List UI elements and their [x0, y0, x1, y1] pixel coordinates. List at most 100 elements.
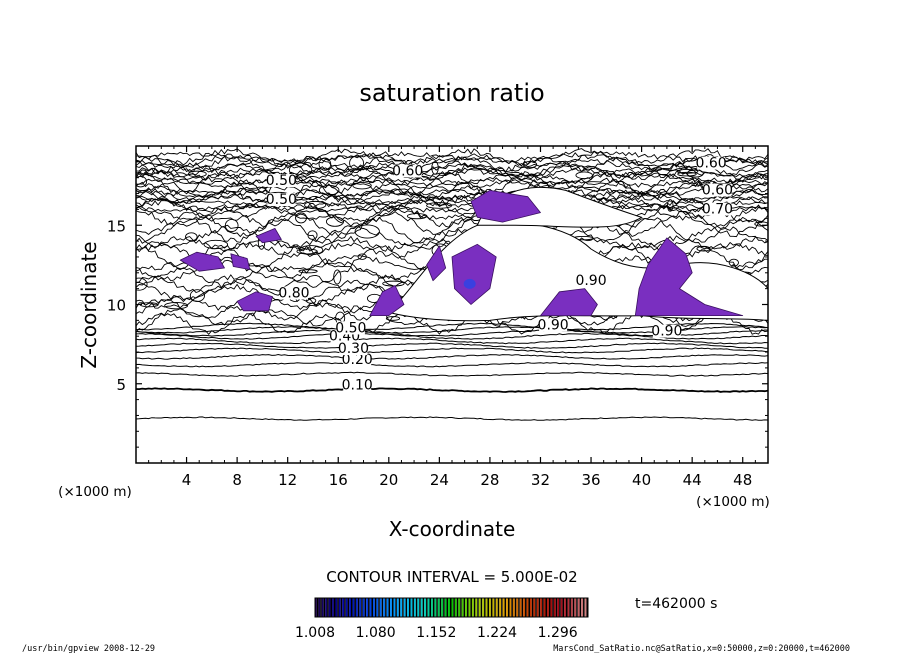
colorbar-separator: [422, 598, 425, 617]
contour-label-bg: [703, 202, 732, 216]
colorbar-bin: [342, 598, 345, 617]
colorbar-bin: [362, 598, 365, 617]
colorbar-separator: [525, 598, 527, 617]
contour-label: 0.60: [702, 183, 733, 199]
contour-line: [136, 353, 768, 360]
colorbar-bin: [512, 598, 515, 617]
colorbar-bin: [318, 598, 321, 617]
colorbar-separator: [467, 598, 469, 617]
colorbar-bin: [540, 598, 543, 617]
shaded-region: [634, 237, 744, 316]
colorbar-separator: [402, 598, 404, 617]
contour-label: 0.80: [278, 286, 309, 302]
contour-line: [136, 332, 768, 340]
colorbar-bin: [355, 598, 358, 617]
colorbar-bin: [465, 598, 468, 617]
colorbar-separator: [538, 598, 541, 617]
colorbar-separator: [446, 598, 449, 617]
x-axis-label: X-coordinate: [389, 517, 516, 541]
colorbar-separator: [487, 598, 490, 617]
contour-line: [136, 178, 768, 196]
contour-label: 0.50: [266, 192, 297, 208]
contour-loop: [325, 216, 345, 227]
colorbar-bin: [553, 598, 556, 617]
colorbar-separator: [344, 598, 346, 617]
colorbar-bin: [349, 598, 352, 617]
contour-loop: [385, 316, 401, 321]
contour-line: [136, 157, 768, 173]
colorbar-bin: [345, 598, 348, 617]
colorbar-separator: [477, 598, 479, 617]
contour-line: [136, 150, 768, 163]
x-axis-ticks: 4 8 12 16 20 24 28 32 36 40 44 48: [148, 146, 756, 489]
time-label: t=462000 s: [635, 596, 717, 612]
contour-loop: [224, 218, 239, 233]
contour-line: [136, 342, 768, 349]
colorbar-bin: [431, 598, 433, 617]
contour-line: [136, 189, 768, 202]
colorbar-bin: [458, 598, 461, 617]
colorbar-separator: [542, 598, 544, 617]
colorbar-separator: [378, 598, 380, 617]
contour-loop: [136, 277, 148, 291]
contour-loop: [382, 280, 405, 287]
contour-label-bg: [343, 353, 372, 367]
contour-label: 0.50: [335, 320, 366, 336]
contour-line: [136, 205, 768, 228]
colorbar-tick-label: 1.008: [295, 625, 335, 641]
colorbar-separator: [552, 598, 554, 617]
contour-line: [136, 216, 768, 244]
x-tick-label: 36: [581, 471, 600, 489]
y-tick-label: 15: [107, 217, 126, 235]
colorbar-bin: [471, 598, 474, 617]
contour-line: [136, 197, 768, 224]
contour-loop: [298, 245, 324, 256]
y-axis-ticks: 5 10 15: [107, 161, 768, 448]
contour-loop: [164, 302, 189, 310]
colorbar-bin: [328, 598, 331, 617]
colorbar-bin: [550, 598, 553, 617]
colorbar-bin: [461, 598, 464, 617]
colorbar-bin: [393, 598, 396, 617]
contour-loop: [136, 175, 148, 188]
colorbar-bin: [547, 598, 549, 617]
colorbar-separator: [415, 598, 418, 617]
colorbar-separator: [490, 598, 493, 617]
y-tick-label: 10: [107, 297, 126, 315]
shaded-region: [426, 245, 447, 282]
colorbar-separator: [559, 598, 561, 617]
colorbar-bin: [338, 598, 341, 617]
colorbar-labels: 1.008 1.080 1.152 1.224 1.296: [295, 625, 578, 641]
colorbar-bin: [424, 598, 427, 617]
colorbar-bin: [492, 598, 495, 617]
colorbar-separator: [473, 598, 476, 617]
contour-loop: [189, 289, 205, 302]
contour-label-bg: [703, 183, 732, 197]
colorbar-separator: [327, 598, 329, 617]
x-tick-label: 28: [480, 471, 499, 489]
colorbar-bin: [526, 598, 529, 617]
contour-loop: [333, 269, 342, 285]
colorbar-bin: [434, 598, 437, 617]
colorbar-separator: [381, 598, 384, 617]
shaded-region-high: [463, 278, 476, 289]
colorbar-separator: [531, 598, 534, 617]
x-tick-label: 44: [683, 471, 702, 489]
colorbar-separator: [565, 598, 568, 617]
colorbar-bin: [352, 598, 355, 617]
colorbar-bin: [335, 598, 338, 617]
colorbar-separator: [395, 598, 397, 617]
contour-label-bg: [267, 193, 296, 207]
contour-label-bg: [267, 174, 296, 188]
colorbar-bin: [441, 598, 444, 617]
x-unit-label: (×1000 m): [696, 494, 770, 510]
contour-line: [136, 387, 768, 393]
colorbar-separator: [333, 598, 336, 617]
shaded-region: [179, 251, 225, 272]
contour-loop: [295, 212, 307, 224]
colorbar-separator: [514, 598, 517, 617]
shaded-region: [230, 253, 251, 270]
contour-label-bg: [339, 342, 368, 356]
colorbar-separator: [354, 598, 356, 617]
contour-label: 0.60: [392, 164, 423, 180]
